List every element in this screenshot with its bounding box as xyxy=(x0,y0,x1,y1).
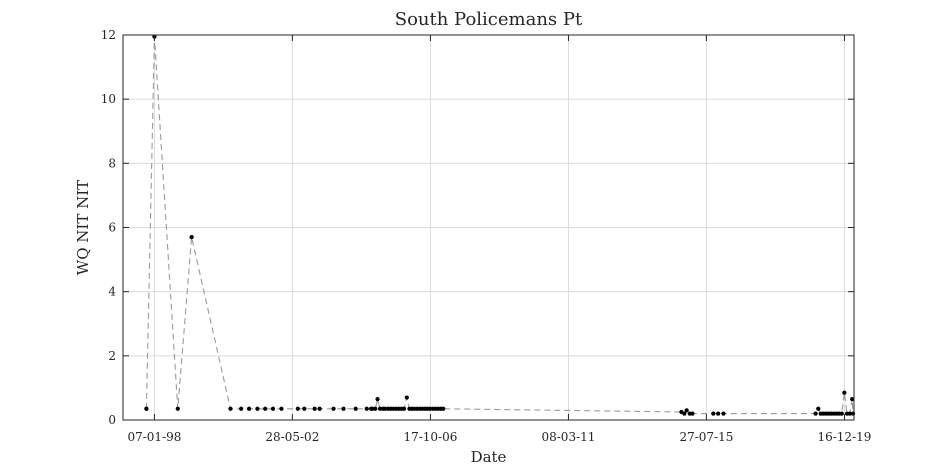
grid xyxy=(123,34,854,421)
data-point xyxy=(682,411,687,416)
data-point xyxy=(847,411,852,416)
data-point xyxy=(850,411,856,416)
x-tick-label: 27-07-15 xyxy=(679,430,733,444)
x-axis-label: Date xyxy=(471,448,507,466)
data-point xyxy=(228,406,233,411)
data-point xyxy=(239,406,244,411)
data-point xyxy=(850,397,855,402)
y-tick-label: 8 xyxy=(108,156,116,170)
data-point xyxy=(373,406,378,411)
x-tick-label: 17-10-06 xyxy=(403,430,457,444)
y-tick-label: 2 xyxy=(108,349,116,363)
data-point xyxy=(317,406,322,411)
y-tick-label: 4 xyxy=(108,285,116,299)
data-point xyxy=(312,406,317,411)
y-axis-label: WQ NIT NIT xyxy=(74,180,92,275)
data-point xyxy=(189,235,194,240)
data-point xyxy=(353,406,358,411)
data-point xyxy=(295,406,300,411)
data-point xyxy=(441,406,446,411)
data-point xyxy=(246,406,252,411)
series-points xyxy=(144,34,856,416)
x-tick-label: 08-03-11 xyxy=(541,430,595,444)
data-point xyxy=(690,411,695,416)
chart-title: South Policemans Pt xyxy=(395,9,583,30)
data-point xyxy=(341,406,346,411)
data-point xyxy=(377,406,383,411)
data-point xyxy=(839,411,844,416)
x-tick-label: 16-12-19 xyxy=(817,430,871,444)
data-point xyxy=(263,406,268,411)
data-point xyxy=(716,411,721,416)
data-point xyxy=(175,406,180,411)
data-point xyxy=(816,406,821,411)
y-tick-label: 10 xyxy=(101,92,116,106)
data-point xyxy=(279,406,284,411)
data-point xyxy=(383,406,388,411)
data-point xyxy=(255,406,260,411)
y-tick-label: 6 xyxy=(108,221,116,235)
data-point xyxy=(364,406,369,411)
data-point xyxy=(270,406,276,411)
y-tick-label: 12 xyxy=(101,28,116,42)
data-point xyxy=(684,408,689,413)
data-point xyxy=(370,406,375,411)
data-point xyxy=(302,406,307,411)
data-point xyxy=(842,390,847,395)
x-tick-label: 07-01-98 xyxy=(127,430,181,444)
data-point xyxy=(331,406,336,411)
data-point xyxy=(404,395,409,400)
ticks: 0 2 4 6 8 10 12 07-01-98 28-05-02 17-10-06 08-03-1… xyxy=(101,28,872,444)
data-point xyxy=(711,411,716,416)
x-tick-label: 28-05-02 xyxy=(265,430,319,444)
data-point xyxy=(401,406,407,411)
data-point xyxy=(721,411,726,416)
data-point xyxy=(813,411,818,416)
data-point xyxy=(144,406,149,411)
y-tick-label: 0 xyxy=(108,413,116,427)
data-point xyxy=(375,397,380,402)
